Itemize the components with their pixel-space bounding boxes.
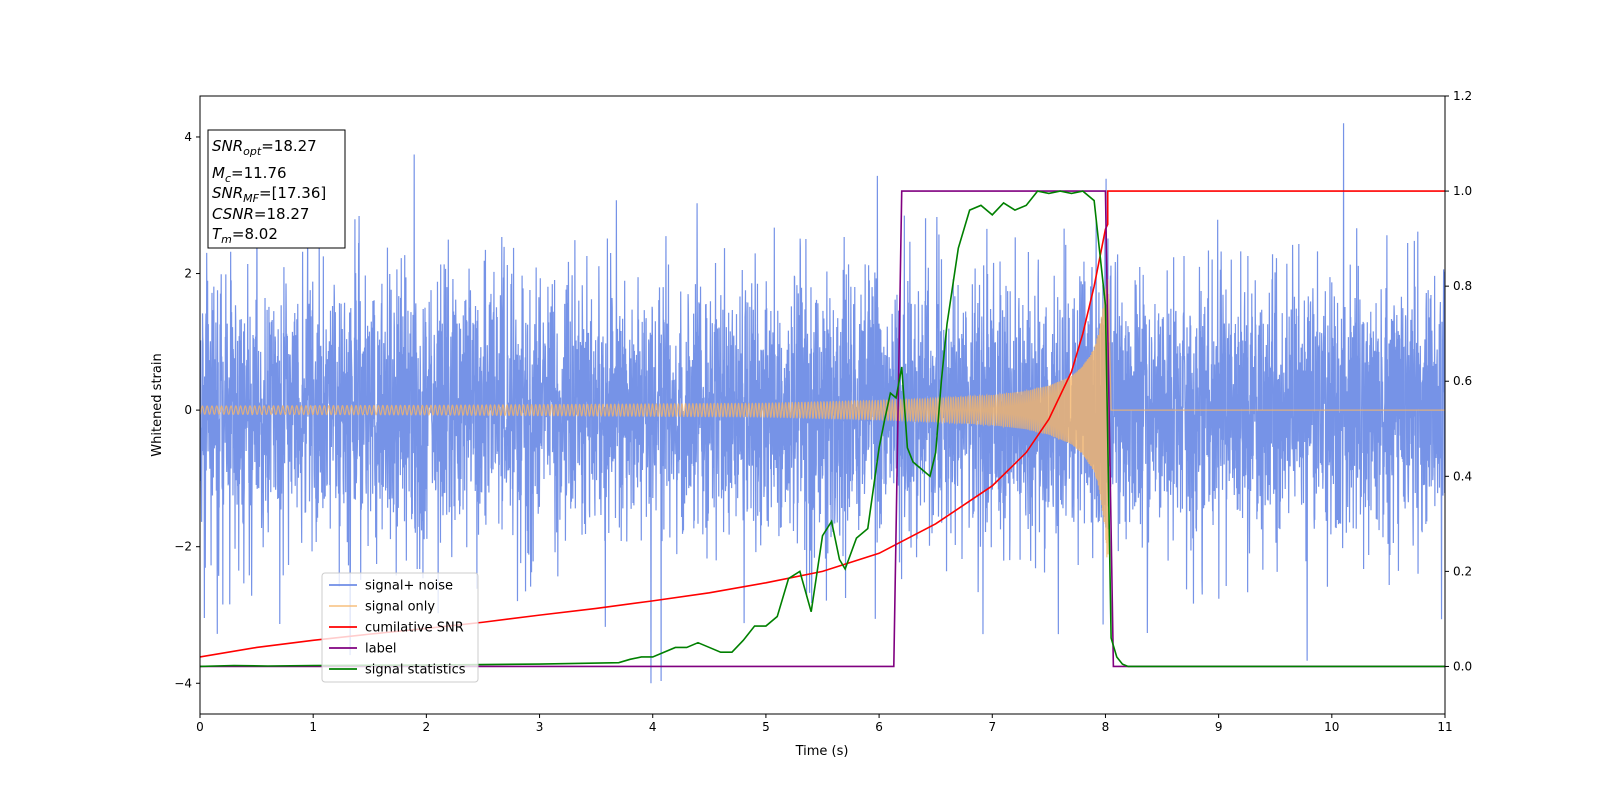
x-tick-label: 0 bbox=[196, 720, 204, 734]
legend-label: signal only bbox=[365, 600, 435, 615]
legend: signal+ noise signal only cumilative SNR la… bbox=[321, 572, 479, 683]
right-y-tick-label: 0.8 bbox=[1453, 279, 1472, 293]
info-box: SNRopt=18.27 Mc=11.76 SNRMF=[17.36] CSNR… bbox=[207, 129, 346, 249]
left-y-tick-label: −2 bbox=[174, 540, 192, 554]
left-y-axis: −4 −2 0 2 4 bbox=[174, 130, 200, 690]
info-mc: Mc=11.76 bbox=[212, 164, 287, 185]
info-box-frame bbox=[207, 129, 346, 249]
left-y-tick-label: −4 bbox=[174, 676, 192, 690]
legend-label: signal statistics bbox=[365, 663, 466, 678]
x-tick-label: 8 bbox=[1102, 720, 1110, 734]
left-y-tick-label: 0 bbox=[184, 403, 192, 417]
x-tick-label: 6 bbox=[875, 720, 883, 734]
x-tick-label: 3 bbox=[536, 720, 544, 734]
legend-frame bbox=[321, 572, 479, 683]
x-tick-label: 11 bbox=[1437, 720, 1452, 734]
right-y-tick-label: 0.4 bbox=[1453, 469, 1472, 483]
info-csnr: CSNR=18.27 bbox=[212, 205, 309, 223]
info-snr-opt: SNRopt=18.27 bbox=[212, 137, 317, 158]
x-tick-label: 7 bbox=[988, 720, 996, 734]
x-axis: 0 1 2 3 4 5 6 7 8 9 10 11 bbox=[196, 714, 1453, 734]
left-y-tick-label: 2 bbox=[184, 267, 192, 281]
plot-frame bbox=[199, 95, 1446, 715]
info-snr-mf: SNRMF=[17.36] bbox=[212, 184, 326, 205]
right-y-tick-label: 1.0 bbox=[1453, 184, 1472, 198]
series-signal-noise-line bbox=[200, 123, 1445, 684]
x-tick-label: 1 bbox=[309, 720, 317, 734]
x-axis-label: Time (s) bbox=[795, 744, 849, 759]
right-y-axis: 0.0 0.2 0.4 0.6 0.8 1.0 1.2 bbox=[1445, 89, 1472, 673]
right-y-tick-label: 0.6 bbox=[1453, 374, 1472, 388]
x-tick-label: 10 bbox=[1324, 720, 1339, 734]
right-y-tick-label: 1.2 bbox=[1453, 89, 1472, 103]
series-signal-statistics-line bbox=[200, 190, 1445, 668]
x-tick-label: 4 bbox=[649, 720, 657, 734]
legend-label: signal+ noise bbox=[365, 579, 453, 594]
x-tick-label: 2 bbox=[423, 720, 431, 734]
legend-label: cumilative SNR bbox=[365, 621, 464, 636]
x-tick-label: 5 bbox=[762, 720, 770, 734]
right-y-tick-label: 0.0 bbox=[1453, 659, 1472, 673]
y-axis-label: Whitened strain bbox=[150, 353, 165, 456]
legend-label: label bbox=[365, 642, 396, 657]
right-y-tick-label: 0.2 bbox=[1453, 564, 1472, 578]
x-tick-label: 9 bbox=[1215, 720, 1223, 734]
info-tm: Tm=8.02 bbox=[212, 225, 278, 246]
series-signal-only-line bbox=[200, 274, 1445, 558]
left-y-tick-label: 4 bbox=[184, 130, 192, 144]
